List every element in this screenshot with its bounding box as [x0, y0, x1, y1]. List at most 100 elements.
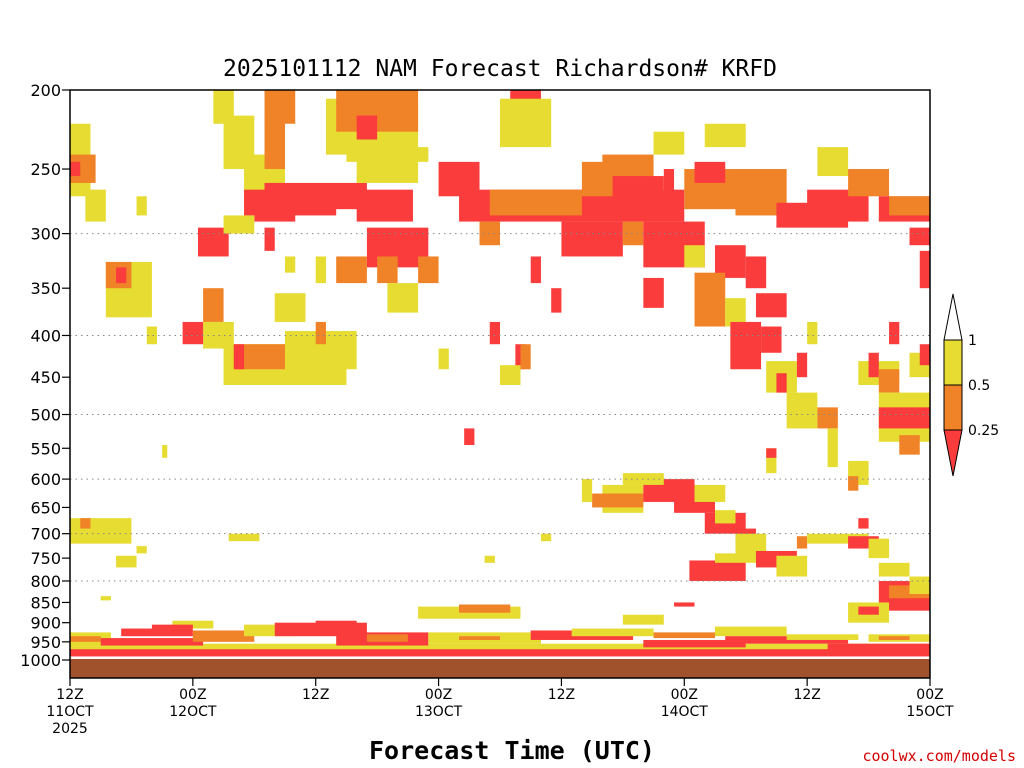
- y-tick-label-650: 650: [30, 498, 61, 517]
- x-tick-label-3-1: 00Z: [425, 687, 452, 703]
- richardson-region-124: [868, 538, 890, 559]
- richardson-region-42: [889, 196, 930, 216]
- colorbar-lt0.25: [943, 429, 963, 477]
- richardson-region-13: [264, 115, 285, 170]
- richardson-region-159: [643, 639, 746, 648]
- x-tick-label-7-1: 00Z: [916, 687, 943, 703]
- richardson-region-130: [909, 576, 930, 595]
- richardson-region-30: [612, 176, 664, 210]
- richardson-region-62: [223, 215, 255, 234]
- richardson-region-3: [85, 189, 106, 222]
- richardson-region-119: [776, 555, 808, 577]
- richardson-region-146: [121, 628, 193, 637]
- x-tick-label-4-1: 12Z: [548, 687, 575, 703]
- richardson-region-69: [274, 293, 306, 322]
- richardson-region-18: [336, 90, 419, 132]
- richardson-region-115: [689, 560, 746, 581]
- richardson-region-65: [315, 256, 326, 284]
- x-tick-label-6-1: 12Z: [793, 687, 820, 703]
- richardson-region-152: [366, 634, 408, 642]
- richardson-region-84: [776, 373, 787, 393]
- richardson-region-97: [889, 321, 900, 345]
- richardson-region-78: [500, 365, 521, 385]
- richardson-region-77: [520, 344, 531, 370]
- richardson-region-103: [919, 250, 930, 289]
- richardson-region-168: [315, 620, 357, 627]
- richardson-region-52: [725, 298, 746, 327]
- richardson-region-35: [704, 123, 746, 148]
- richardson-region-86: [786, 392, 818, 429]
- richardson-region-57: [418, 256, 439, 284]
- richardson-region-133: [116, 555, 137, 568]
- y-tick-label-350: 350: [30, 279, 61, 298]
- richardson-region-136: [162, 445, 168, 458]
- richardson-region-138: [484, 555, 495, 563]
- colorbar-label-2: 0.25: [968, 423, 999, 439]
- plot-area: [69, 89, 931, 679]
- richardson-region-105: [581, 479, 593, 502]
- richardson-region-144: [70, 636, 101, 642]
- richardson-region-90: [766, 448, 777, 458]
- x-tick-label-0-2: 11OCT: [46, 704, 94, 720]
- y-axis: 200 250 300 350 400 450 500 550 600 650 700 750 800 8…: [20, 81, 70, 670]
- richardson-region-47: [715, 245, 746, 278]
- richardson-region-166: [878, 636, 910, 640]
- colorbar: 1 0.5 0.25: [943, 293, 999, 477]
- richardson-region-48: [694, 272, 726, 327]
- richardson-region-8: [146, 326, 158, 345]
- grid-lines: [70, 233, 930, 582]
- x-tick-label-5-2: 14OCT: [661, 704, 709, 720]
- richardson-region-60: [551, 288, 562, 313]
- chart-title: 2025101112 NAM Forecast Richardson# KRFD: [223, 56, 777, 82]
- richardson-region-55: [377, 256, 398, 284]
- x-tick-label-1-1: 00Z: [179, 687, 206, 703]
- richardson-region-104: [909, 227, 930, 246]
- colorbar-label-0: 1: [968, 333, 977, 349]
- ground-band: [70, 657, 930, 678]
- richardson-region-93: [848, 476, 859, 491]
- richardson-region-75: [489, 321, 500, 345]
- richardson-region-155: [459, 604, 511, 613]
- richardson-region-132: [80, 518, 91, 529]
- richardson-region-82: [761, 326, 782, 353]
- y-tick-label-500: 500: [30, 406, 61, 425]
- richardson-region-46: [684, 245, 705, 268]
- y-tick-label-600: 600: [30, 470, 61, 489]
- richardson-region-140: [674, 602, 695, 607]
- richardson-region-149: [244, 624, 296, 637]
- richardson-region-95: [868, 352, 879, 378]
- richardson-region-88: [807, 321, 818, 345]
- y-tick-label-950: 950: [30, 633, 61, 652]
- richardson-region-31: [663, 169, 675, 197]
- richardson-region-9: [213, 90, 234, 124]
- richardson-region-160: [653, 632, 715, 639]
- x-tick-label-2-1: 12Z: [302, 687, 329, 703]
- richardson-region-142: [70, 649, 930, 657]
- richardson-region-33: [694, 161, 726, 183]
- x-tick-label-5-1: 00Z: [671, 687, 698, 703]
- richardson-region-79: [438, 348, 449, 370]
- richardson-region-113: [715, 510, 736, 524]
- y-tick-label-250: 250: [30, 160, 61, 179]
- colorbar-0.25-0.5: [943, 384, 963, 431]
- richardson-region-111: [694, 484, 726, 502]
- richardson-region-25: [489, 189, 582, 216]
- richardson-region-43: [561, 221, 623, 257]
- richardson-region-107: [592, 493, 644, 508]
- richardson-region-16: [254, 196, 296, 222]
- credit-link[interactable]: coolwx.com/models: [862, 747, 1016, 765]
- richardson-region-163: [786, 634, 859, 640]
- richardson-region-89: [766, 448, 777, 474]
- richardson-region-134: [136, 546, 147, 554]
- richardson-region-139: [540, 533, 552, 542]
- x-tick-label-1-2: 12OCT: [169, 704, 217, 720]
- richardson-region-148: [172, 620, 214, 629]
- richardson-region-80: [464, 428, 475, 446]
- y-tick-label-700: 700: [30, 525, 61, 544]
- richardson-region-145: [100, 638, 204, 646]
- plot-frame: [69, 89, 931, 679]
- richardson-region-59: [530, 256, 541, 284]
- richardson-region-63: [264, 227, 275, 251]
- richardson-region-50: [745, 256, 767, 289]
